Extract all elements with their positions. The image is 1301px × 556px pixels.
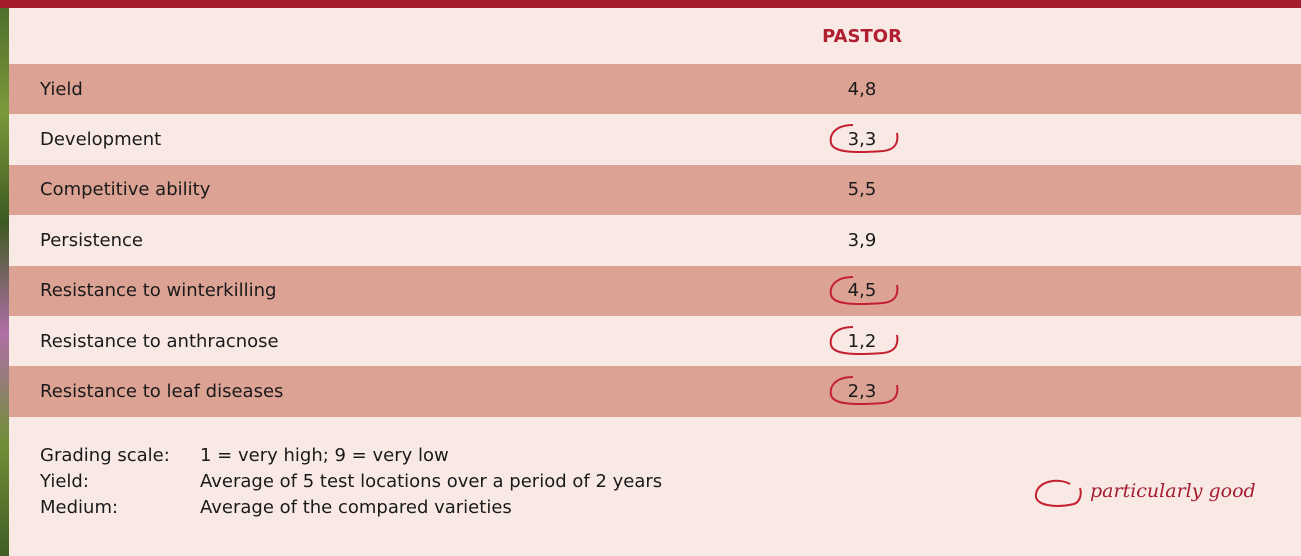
row-label: Resistance to leaf diseases bbox=[40, 366, 283, 416]
legend-label: particularly good bbox=[1090, 480, 1256, 502]
highlight-ring bbox=[827, 321, 907, 361]
table-row: Persistence 3,9 bbox=[9, 215, 1301, 265]
note-term: Yield: bbox=[40, 471, 89, 492]
row-label: Persistence bbox=[40, 215, 143, 265]
note-text: Average of 5 test locations over a perio… bbox=[200, 471, 662, 492]
highlight-ring bbox=[827, 371, 907, 411]
row-label: Development bbox=[40, 114, 161, 164]
table-row: Yield 4,8 bbox=[9, 64, 1301, 114]
note-text: 1 = very high; 9 = very low bbox=[200, 445, 449, 466]
highlight-ring bbox=[827, 271, 907, 311]
note-text: Average of the compared varieties bbox=[200, 497, 512, 518]
row-label: Resistance to winterkilling bbox=[40, 266, 276, 316]
legend-ring bbox=[1030, 476, 1086, 512]
photo-strip bbox=[0, 0, 9, 556]
row-value: 5,5 bbox=[812, 165, 912, 215]
row-label: Resistance to anthracnose bbox=[40, 316, 279, 366]
top-bar bbox=[0, 0, 1301, 8]
row-value: 3,9 bbox=[812, 215, 912, 265]
page: {"table": {"header": "PASTOR", "rows": [… bbox=[0, 0, 1301, 556]
header-row: PASTOR bbox=[9, 8, 1301, 64]
column-header: PASTOR bbox=[812, 8, 912, 64]
row-label: Yield bbox=[40, 64, 83, 114]
highlight-ring bbox=[827, 119, 907, 159]
note-term: Grading scale: bbox=[40, 445, 170, 466]
row-label: Competitive ability bbox=[40, 165, 210, 215]
row-value: 4,8 bbox=[812, 64, 912, 114]
table-row: Competitive ability 5,5 bbox=[9, 165, 1301, 215]
note-term: Medium: bbox=[40, 497, 118, 518]
